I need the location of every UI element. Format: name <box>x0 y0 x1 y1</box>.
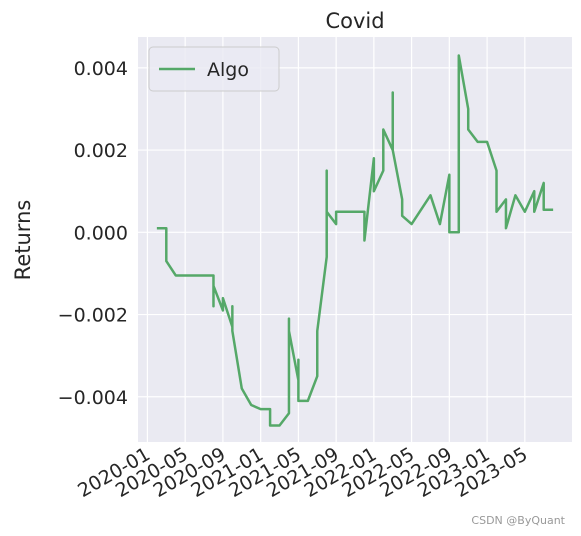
y-tick-label: 0.002 <box>74 140 128 162</box>
y-tick-label: 0.000 <box>74 222 128 244</box>
watermark: CSDN @ByQuant <box>471 514 565 527</box>
y-tick-label: −0.002 <box>58 305 128 327</box>
line-series <box>156 54 554 427</box>
legend-box <box>148 46 280 92</box>
y-axis-label: Returns <box>11 200 35 281</box>
y-tick-label: −0.004 <box>58 387 128 409</box>
y-tick-label: 0.004 <box>74 58 128 80</box>
plot-area <box>138 37 572 442</box>
legend-label: Algo <box>207 59 249 81</box>
chart-title: Covid <box>325 9 384 33</box>
